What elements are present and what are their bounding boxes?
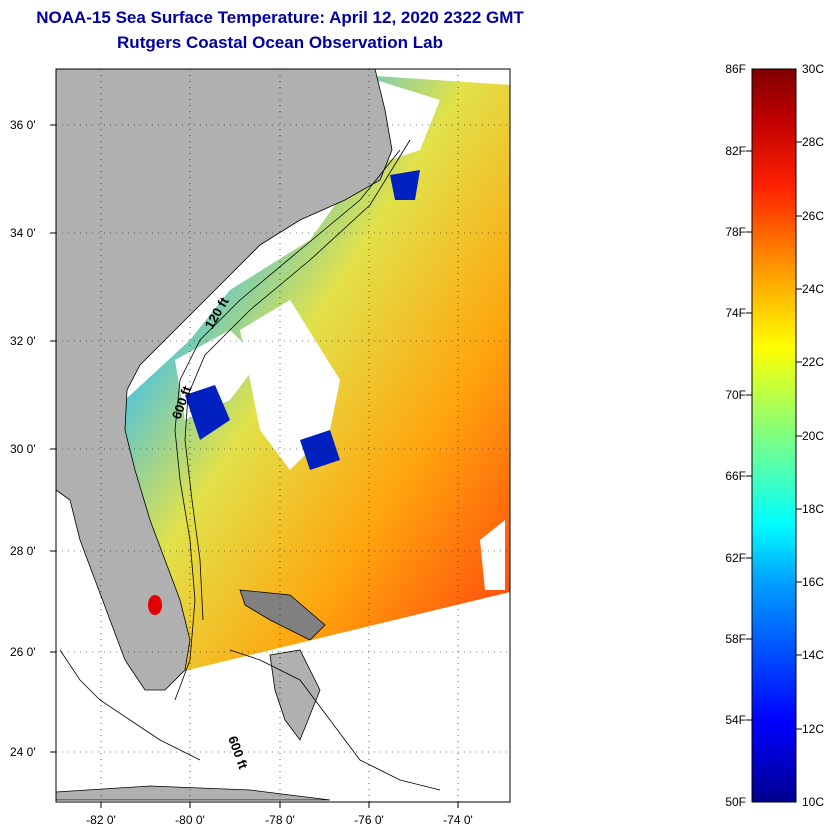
lake-okeechobee [148, 595, 162, 615]
colorbar-c-label: 12C [802, 722, 824, 736]
colorbar-f-label: 70F [725, 388, 746, 402]
isobath-contour [174, 149, 401, 701]
colorbar-f-label: 66F [725, 469, 746, 483]
colorbar-f-label: 78F [725, 225, 746, 239]
colorbar: 86F 82F 78F 74F 70F 66F 62F 58F 54F 50F … [725, 62, 824, 809]
isobath-contour [184, 139, 411, 621]
colorbar-c-label: 24C [802, 282, 824, 296]
axis-ticks [50, 124, 459, 808]
lat-tick-label: 28 0' [10, 544, 36, 558]
colorbar-c-label: 20C [802, 429, 824, 443]
lat-tick-label: 34 0' [10, 226, 36, 240]
colorbar-c-label: 28C [802, 135, 824, 149]
colorbar-gradient [751, 68, 797, 803]
lon-tick-label: -76 0' [354, 813, 384, 827]
colorbar-f-label: 58F [725, 632, 746, 646]
colorbar-f-label: 54F [725, 713, 746, 727]
colorbar-c-label: 16C [802, 575, 824, 589]
cold-water-patch [390, 170, 420, 200]
cloud-patch [240, 300, 340, 470]
colorbar-f-label: 82F [725, 144, 746, 158]
map-frame [55, 68, 511, 803]
cold-water-patch [185, 385, 230, 440]
colorbar-c-label: 30C [802, 62, 824, 76]
map-subtitle: Rutgers Coastal Ocean Observation Lab [117, 33, 443, 52]
colorbar-c-label: 22C [802, 355, 824, 369]
colorbar-c-label: 18C [802, 502, 824, 516]
colorbar-ticks [746, 141, 802, 730]
lat-tick-label: 36 0' [10, 118, 36, 132]
colorbar-f-label: 50F [725, 795, 746, 809]
colorbar-c-label: 14C [802, 648, 824, 662]
bahamas-islands [269, 649, 321, 741]
lon-tick-label: -82 0' [86, 813, 116, 827]
map-panel: 120 ft 600 ft 600 ft [55, 68, 511, 803]
bahamas-islands [239, 589, 326, 641]
lon-tick-label: -74 0' [443, 813, 473, 827]
lon-tick-label: -78 0' [265, 813, 295, 827]
lat-tick-label: 30 0' [10, 442, 36, 456]
colorbar-f-label: 74F [725, 306, 746, 320]
isobath-contour [229, 649, 441, 791]
lat-tick-label: 32 0' [10, 334, 36, 348]
lat-tick-label: 24 0' [10, 745, 36, 759]
graticule [56, 69, 510, 802]
colorbar-c-label: 26C [802, 209, 824, 223]
land-us-southeast [55, 68, 393, 691]
map-title: NOAA-15 Sea Surface Temperature: April 1… [36, 8, 524, 27]
cold-water-patch [300, 430, 340, 470]
colorbar-f-label: 86F [725, 62, 746, 76]
lon-tick-label: -80 0' [175, 813, 205, 827]
colorbar-c-label: 10C [802, 795, 824, 809]
isobath-contour [59, 649, 201, 761]
colorbar-f-label: 62F [725, 551, 746, 565]
cloud-patch [480, 520, 505, 590]
lat-tick-label: 26 0' [10, 645, 36, 659]
